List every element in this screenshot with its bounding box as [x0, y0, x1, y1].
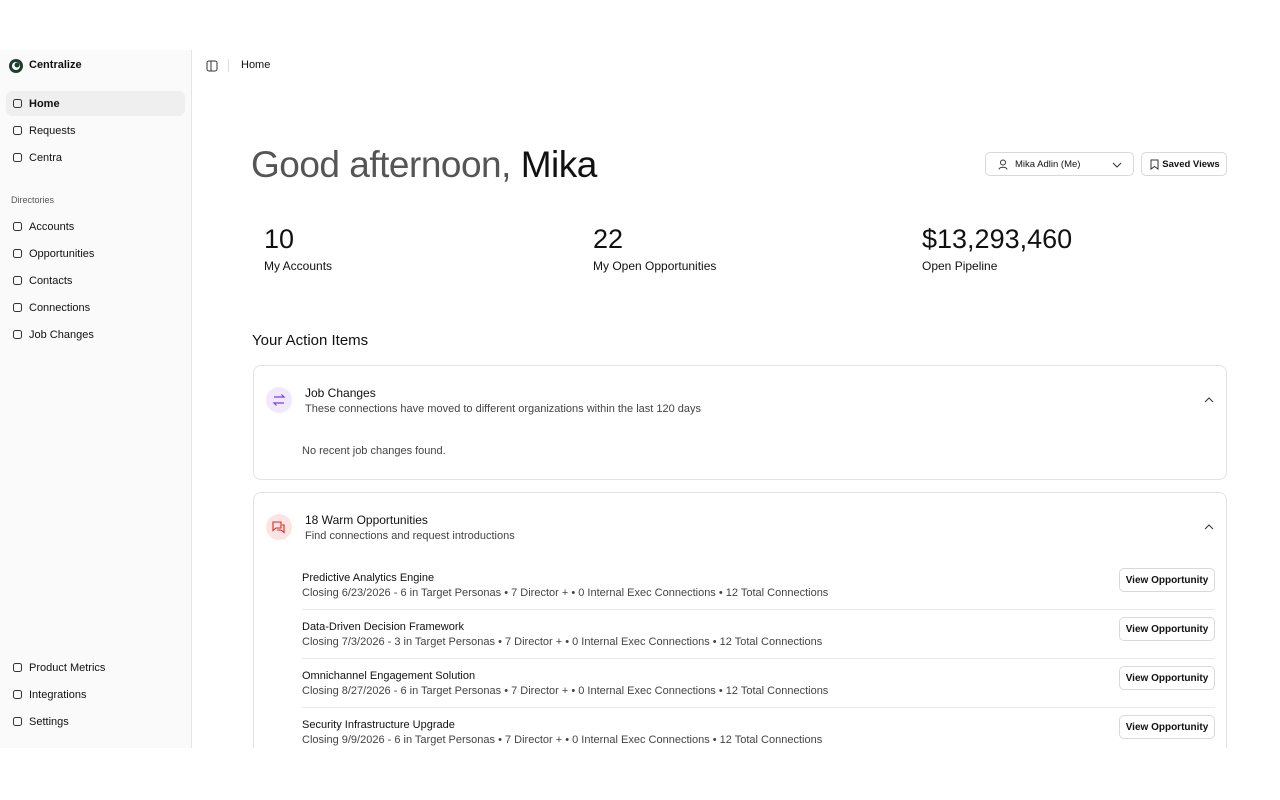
greeting-prefix: Good afternoon,	[251, 144, 511, 185]
nav-item[interactable]: Centra	[6, 145, 185, 170]
nav-icon	[13, 153, 22, 162]
row-divider	[302, 707, 1215, 708]
nav-label: Product Metrics	[29, 661, 106, 674]
greeting: Good afternoon, Mika	[251, 144, 597, 186]
view-opportunity-button[interactable]: View Opportunity	[1119, 617, 1215, 641]
separator	[228, 59, 229, 72]
opportunity-name: Security Infrastructure Upgrade	[302, 719, 455, 731]
breadcrumb[interactable]: Home	[241, 59, 271, 71]
nav-icon	[13, 99, 22, 108]
nav-item[interactable]: Home	[6, 91, 185, 116]
card-subtitle: Find connections and request introductio…	[305, 530, 515, 542]
nav-label: Requests	[29, 124, 76, 137]
nav-icon	[13, 303, 22, 312]
nav-label: Centra	[29, 151, 63, 164]
nav-icon	[13, 663, 22, 672]
stat-label: My Open Opportunities	[593, 259, 717, 273]
nav-item[interactable]: Settings	[6, 709, 185, 734]
stat-value: $13,293,460	[922, 224, 1073, 254]
saved-views-label: Saved Views	[1162, 158, 1220, 170]
stat-label: My Accounts	[264, 259, 333, 273]
warm-opportunities-card: 18 Warm Opportunities Find connections a…	[253, 492, 1227, 748]
nav-icon	[13, 717, 22, 726]
opportunity-name: Data-Driven Decision Framework	[302, 621, 464, 633]
stat-value: 22	[593, 224, 624, 254]
card-title: 18 Warm Opportunities	[305, 513, 428, 527]
stat-value: 10	[264, 224, 295, 254]
greeting-name: Mika	[520, 144, 598, 185]
nav-icon	[13, 249, 22, 258]
row-divider	[302, 658, 1215, 659]
job-changes-icon	[266, 387, 292, 413]
view-opportunity-button[interactable]: View Opportunity	[1119, 715, 1215, 739]
nav-label: Connections	[29, 301, 91, 314]
nav-icon	[13, 276, 22, 285]
opportunity-details: Closing 6/23/2026 - 6 in Target Personas…	[302, 587, 829, 599]
nav-label: Home	[29, 97, 60, 110]
row-divider	[302, 609, 1215, 610]
nav-icon	[13, 690, 22, 699]
sidebar-toggle[interactable]	[206, 60, 218, 72]
opportunity-details: Closing 9/9/2026 - 6 in Target Personas …	[302, 734, 823, 746]
nav-label: Settings	[29, 715, 69, 728]
view-opportunity-button[interactable]: View Opportunity	[1119, 666, 1215, 690]
stat-label: Open Pipeline	[922, 259, 998, 273]
nav-item[interactable]: Job Changes	[6, 322, 185, 347]
opportunity-details: Closing 7/3/2026 - 3 in Target Personas …	[302, 636, 823, 648]
nav-label: Job Changes	[29, 328, 94, 341]
card-subtitle: These connections have moved to differen…	[305, 403, 702, 415]
opportunity-name: Omnichannel Engagement Solution	[302, 670, 476, 682]
nav-item[interactable]: Opportunities	[6, 241, 185, 266]
nav-item[interactable]: Product Metrics	[6, 655, 185, 680]
brand-logo	[9, 59, 23, 73]
view-opportunity-button[interactable]: View Opportunity	[1119, 568, 1215, 592]
nav-label: Accounts	[29, 220, 75, 233]
opportunity-details: Closing 8/27/2026 - 6 in Target Personas…	[302, 685, 829, 697]
user-select[interactable]: Mika Adlin (Me)	[985, 152, 1134, 176]
section-title: Your Action Items	[252, 332, 369, 349]
bookmark-icon	[1150, 159, 1159, 170]
nav-icon	[13, 222, 22, 231]
sidebar: Centralize Home Requests Centra Accounts Opp…	[0, 50, 192, 748]
section-label: Directories	[11, 195, 55, 205]
warm-icon	[266, 514, 292, 540]
empty-message: No recent job changes found.	[302, 445, 446, 457]
app: Centralize Home Requests Centra Accounts Opp…	[0, 50, 1280, 748]
chevron-down	[1112, 162, 1122, 168]
nav-icon	[13, 126, 22, 135]
job-changes-card: Job Changes These connections have moved…	[253, 365, 1227, 480]
user-icon	[998, 159, 1008, 170]
nav-item[interactable]: Requests	[6, 118, 185, 143]
nav-label: Integrations	[29, 688, 87, 701]
user-select-label: Mika Adlin (Me)	[1015, 158, 1081, 170]
collapse-toggle[interactable]	[1204, 396, 1214, 404]
saved-views-button[interactable]: Saved Views	[1141, 152, 1227, 176]
nav-item[interactable]: Connections	[6, 295, 185, 320]
nav-item[interactable]: Integrations	[6, 682, 185, 707]
nav-item[interactable]: Accounts	[6, 214, 185, 239]
card-title: Job Changes	[305, 386, 376, 400]
nav-icon	[13, 330, 22, 339]
opportunity-name: Predictive Analytics Engine	[302, 572, 435, 584]
nav-item[interactable]: Contacts	[6, 268, 185, 293]
nav-label: Contacts	[29, 274, 73, 287]
brand-name[interactable]: Centralize	[29, 59, 82, 71]
collapse-toggle[interactable]	[1204, 523, 1214, 531]
nav-label: Opportunities	[29, 247, 95, 260]
